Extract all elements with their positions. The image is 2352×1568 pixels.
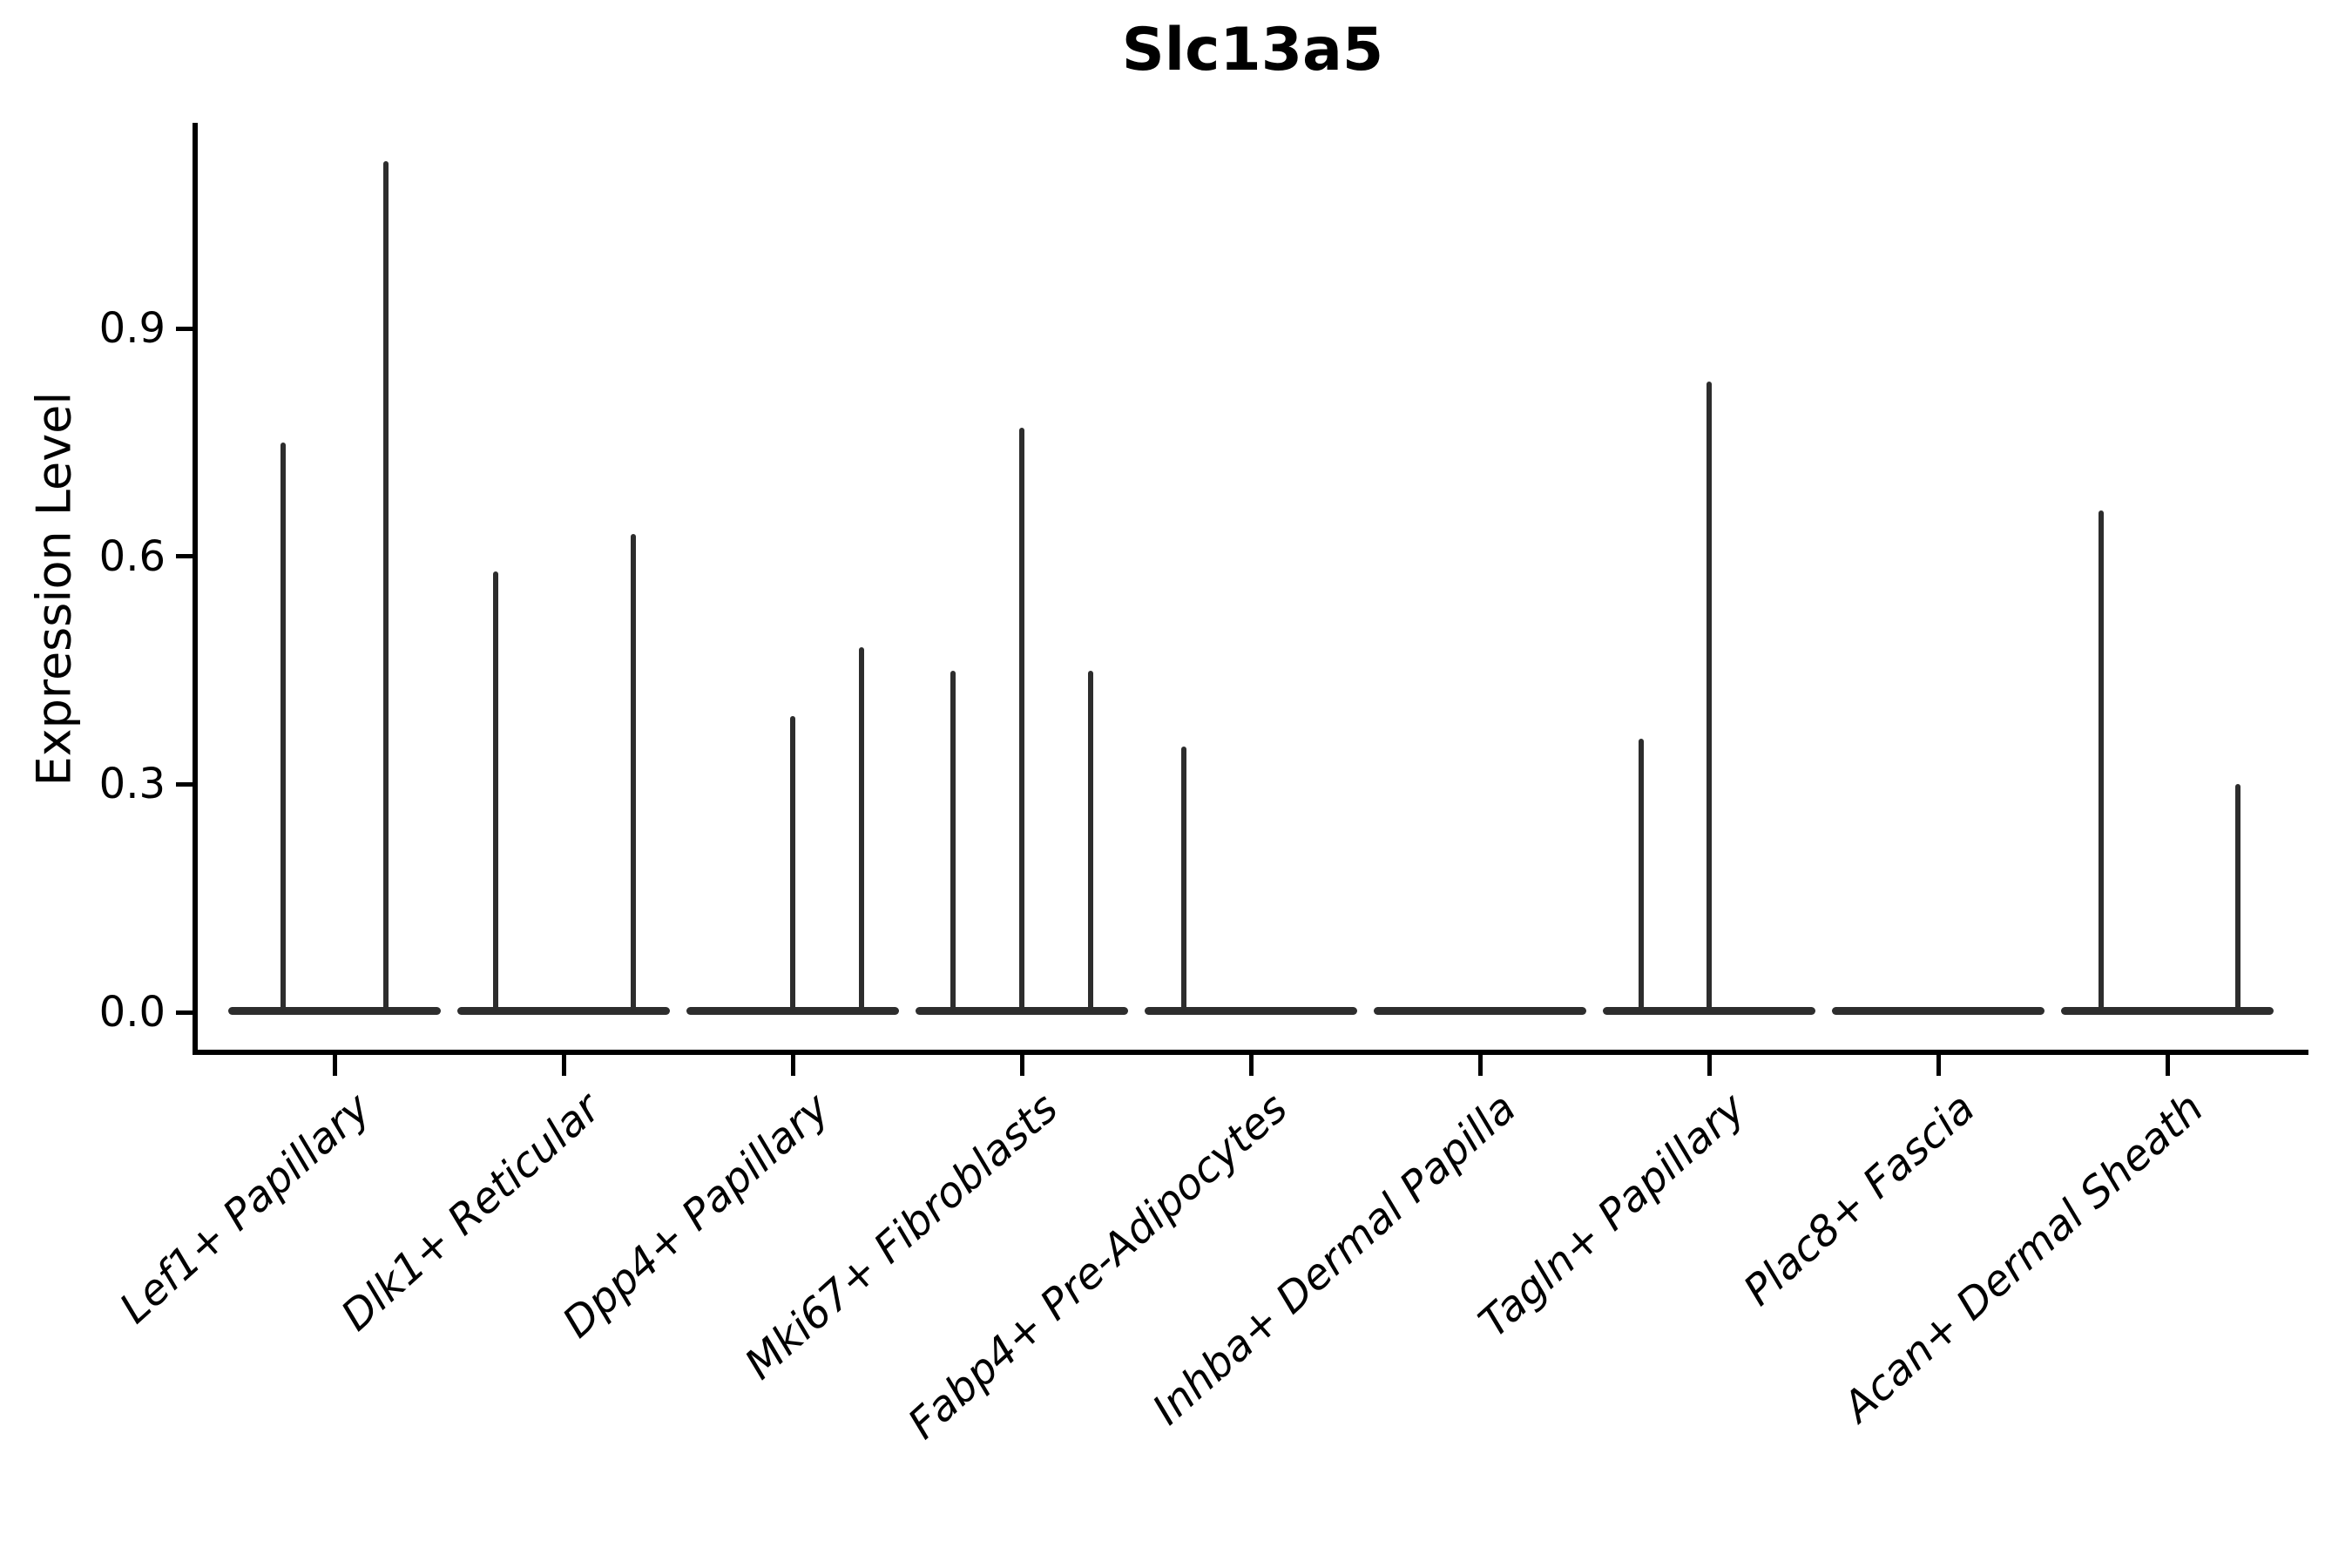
plot-title: Slc13a5: [1121, 16, 1384, 84]
y-tick-label: 0.9: [98, 304, 166, 354]
y-tick-label: 0.3: [98, 760, 166, 809]
y-tick-mark: [176, 1010, 195, 1015]
violin-spike: [2099, 510, 2104, 1011]
y-tick-mark: [176, 326, 195, 331]
violin-spike: [790, 715, 795, 1011]
y-tick-mark: [176, 781, 195, 787]
violin-base: [1145, 1007, 1357, 1015]
violin-base: [457, 1007, 670, 1015]
violin-spike: [280, 443, 286, 1011]
violin-base: [1832, 1007, 2044, 1015]
y-tick-label: 0.6: [98, 531, 166, 581]
violin-spike: [1707, 382, 1712, 1011]
violin-spike: [950, 670, 956, 1011]
x-axis-spine: [193, 1050, 2308, 1055]
x-tick-mark: [332, 1055, 337, 1076]
x-tick-label: Lef1+ Papillary: [111, 1084, 381, 1334]
violin-spike: [631, 533, 636, 1011]
violin-base: [1374, 1007, 1586, 1015]
y-tick-mark: [176, 554, 195, 559]
violin-spike: [859, 647, 864, 1011]
violin-spike: [1088, 670, 1093, 1011]
violin-spike: [1639, 739, 1644, 1011]
x-tick-mark: [1936, 1055, 1941, 1076]
x-tick-label: Acan+ Dermal Sheath: [1834, 1084, 2213, 1432]
y-axis-spine: [193, 123, 198, 1055]
x-tick-mark: [1248, 1055, 1254, 1076]
y-axis-label: Expression Level: [26, 391, 82, 787]
violin-spike: [2235, 784, 2240, 1011]
x-tick-mark: [1707, 1055, 1712, 1076]
violin-spike: [493, 571, 498, 1011]
violin-base: [228, 1007, 441, 1015]
violin-spike: [1019, 427, 1024, 1011]
x-tick-mark: [561, 1055, 566, 1076]
x-tick-mark: [790, 1055, 795, 1076]
violin-base: [2061, 1007, 2274, 1015]
x-tick-mark: [1019, 1055, 1024, 1076]
x-tick-label: Fabp4+ Pre-Adipocytes: [898, 1084, 1297, 1450]
x-tick-mark: [1477, 1055, 1483, 1076]
violin-spike: [1181, 746, 1186, 1011]
violin-spike: [383, 161, 389, 1011]
y-tick-label: 0.0: [98, 988, 166, 1037]
x-tick-mark: [2165, 1055, 2170, 1076]
x-tick-label: Plac8+ Fascia: [1734, 1084, 1984, 1315]
x-tick-label: Inhba+ Dermal Papilla: [1143, 1084, 1526, 1435]
